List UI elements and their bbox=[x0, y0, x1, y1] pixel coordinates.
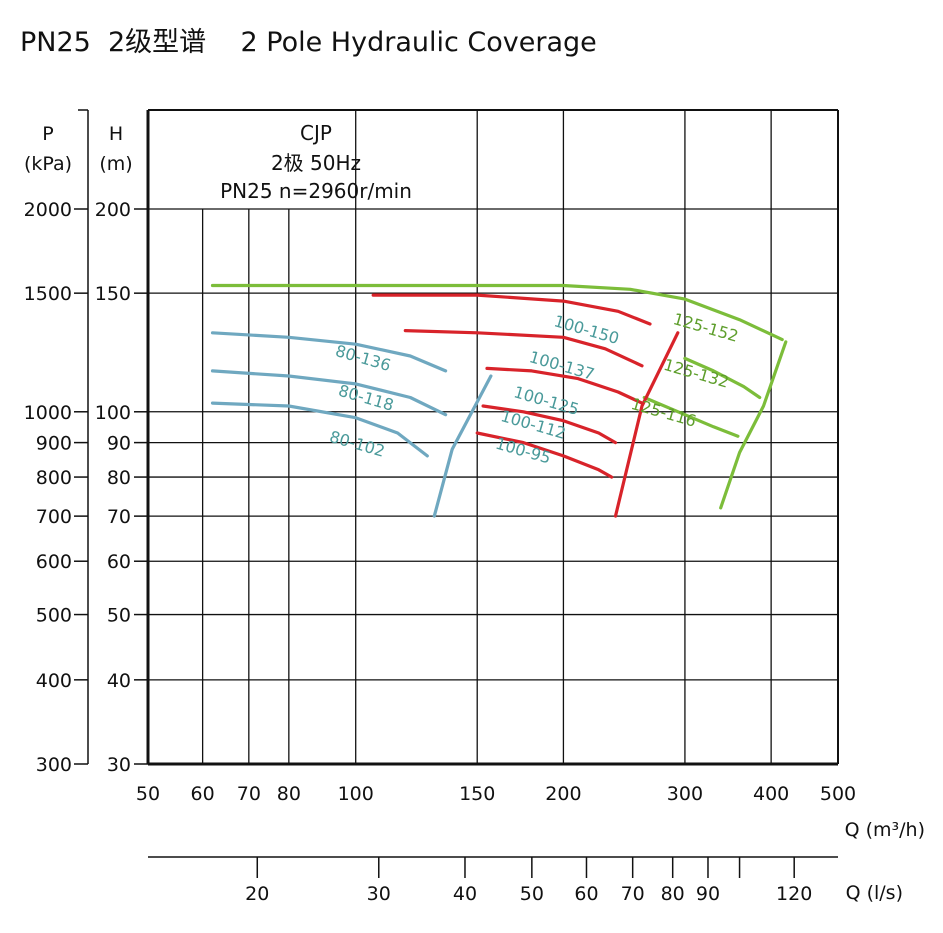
axis-unit-label: (kPa) bbox=[24, 153, 72, 175]
q-ls-axis-title: Q (l/s) bbox=[846, 882, 903, 904]
x-tick-label: 80 bbox=[277, 783, 301, 805]
h-tick-label: 150 bbox=[95, 283, 131, 305]
x-tick-label: 400 bbox=[753, 783, 789, 805]
ls-tick-label: 30 bbox=[367, 883, 391, 905]
p-tick-label: 700 bbox=[36, 506, 72, 528]
model-label: 125-116 bbox=[629, 394, 699, 431]
info-line: 2极 50Hz bbox=[271, 151, 361, 175]
model-curve bbox=[403, 329, 644, 368]
model-curve bbox=[475, 431, 614, 479]
h-tick-label: 30 bbox=[107, 754, 131, 776]
ls-tick-label: 80 bbox=[661, 883, 685, 905]
x-tick-label: 100 bbox=[338, 783, 374, 805]
x-tick-label: 60 bbox=[191, 783, 215, 805]
model-curve bbox=[481, 404, 618, 445]
ls-tick-label: 40 bbox=[453, 883, 477, 905]
x-tick-label: 500 bbox=[820, 783, 856, 805]
model-curve bbox=[210, 401, 429, 458]
axis-unit-label: (m) bbox=[99, 153, 132, 175]
p-tick-label: 1500 bbox=[24, 283, 72, 305]
curves bbox=[210, 283, 788, 518]
h-tick-label: 200 bbox=[95, 199, 131, 221]
model-curve bbox=[210, 331, 448, 373]
ls-tick-label: 50 bbox=[520, 883, 544, 905]
q-m3h-axis-title: Q (m³/h) bbox=[845, 819, 925, 841]
x-tick-label: 150 bbox=[459, 783, 495, 805]
p-tick-label: 600 bbox=[36, 551, 72, 573]
axis-unit-label: H bbox=[109, 123, 123, 145]
p-tick-label: 300 bbox=[36, 754, 72, 776]
h-tick-label: 50 bbox=[107, 605, 131, 627]
model-label: 80-102 bbox=[327, 427, 387, 461]
coverage-boundary bbox=[613, 331, 680, 518]
h-tick-label: 90 bbox=[107, 433, 131, 455]
ls-tick-label: 70 bbox=[621, 883, 645, 905]
model-curve bbox=[485, 366, 644, 405]
info-line: PN25 n=2960r/min bbox=[220, 179, 412, 203]
h-tick-label: 40 bbox=[107, 670, 131, 692]
p-tick-label: 400 bbox=[36, 670, 72, 692]
h-tick-label: 100 bbox=[95, 402, 131, 424]
x-tick-label: 70 bbox=[237, 783, 261, 805]
coverage-boundary bbox=[719, 340, 788, 510]
model-label: 100-95 bbox=[493, 434, 553, 468]
h-tick-label: 70 bbox=[107, 506, 131, 528]
p-tick-label: 1000 bbox=[24, 402, 72, 424]
axis-unit-label: P bbox=[42, 123, 53, 145]
h-tick-label: 60 bbox=[107, 551, 131, 573]
coverage-boundary bbox=[432, 374, 493, 518]
ls-tick-label: 60 bbox=[574, 883, 598, 905]
axes: 50 60 70 80 100 150 200 300 400 500 300 30 400 40 500 5… bbox=[24, 109, 925, 905]
model-curve bbox=[371, 293, 652, 326]
p-tick-label: 800 bbox=[36, 467, 72, 489]
model-curve bbox=[210, 283, 784, 342]
x-tick-label: 300 bbox=[667, 783, 703, 805]
model-curve bbox=[683, 356, 762, 400]
chart-title: PN25 2级型谱 2 Pole Hydraulic Coverage bbox=[20, 27, 597, 58]
model-curve bbox=[642, 395, 740, 438]
info-line: CJP bbox=[300, 121, 332, 145]
p-tick-label: 2000 bbox=[24, 199, 72, 221]
ls-tick-label: 90 bbox=[696, 883, 720, 905]
model-curve bbox=[210, 369, 448, 417]
model-label: 100-137 bbox=[527, 347, 597, 384]
p-tick-label: 900 bbox=[36, 433, 72, 455]
info-box: CJP 2极 50Hz PN25 n=2960r/min bbox=[220, 121, 412, 203]
h-tick-label: 80 bbox=[107, 467, 131, 489]
p-tick-label: 500 bbox=[36, 605, 72, 627]
model-label: 125-132 bbox=[662, 355, 732, 392]
x-tick-label: 200 bbox=[545, 783, 581, 805]
ls-tick-label: 120 bbox=[776, 883, 812, 905]
x-tick-label: 50 bbox=[136, 783, 160, 805]
ls-tick-label: 20 bbox=[245, 883, 269, 905]
